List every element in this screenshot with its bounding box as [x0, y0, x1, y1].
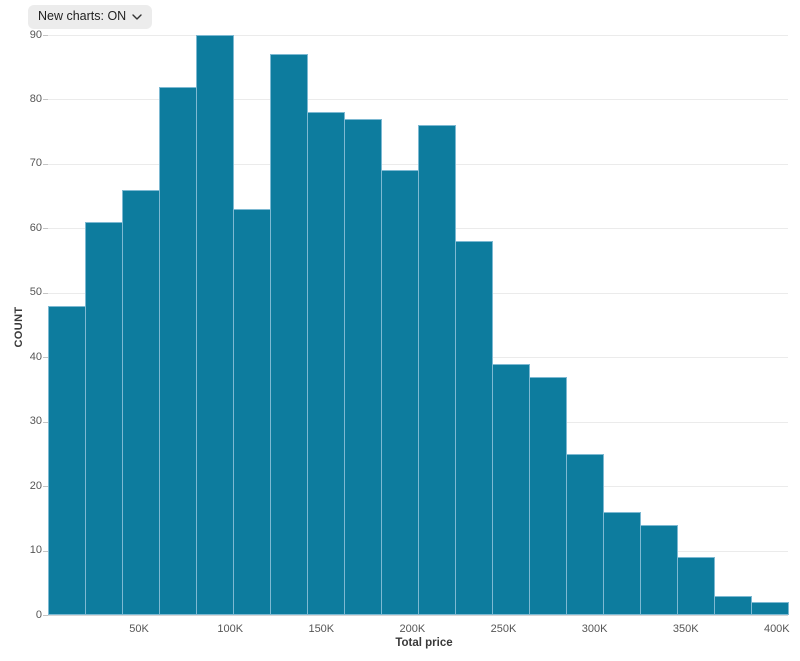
x-tick-label: 150K [308, 623, 335, 635]
new-charts-dropdown[interactable]: New charts: ON [28, 5, 153, 29]
histogram-bar-13[interactable] [492, 363, 530, 615]
y-tick-label: 80 [29, 92, 42, 105]
histogram-bar-2[interactable] [85, 221, 123, 615]
histogram-bar-10[interactable] [381, 170, 419, 615]
histogram-bar-1[interactable] [48, 305, 86, 615]
x-axis-baseline [48, 615, 788, 616]
histogram-bar-19[interactable] [714, 595, 752, 615]
y-tick-mark [43, 99, 48, 101]
y-tick-label: 60 [29, 221, 42, 234]
histogram-bar-6[interactable] [233, 209, 271, 615]
y-axis-title: COUNT [13, 306, 25, 348]
plot-area [48, 35, 789, 616]
histogram-bar-20[interactable] [751, 602, 789, 615]
gridline [48, 99, 788, 101]
gridline [48, 35, 788, 36]
x-tick-label: 50K [129, 623, 149, 635]
y-tick-label: 30 [29, 415, 42, 428]
histogram-bar-8[interactable] [307, 112, 345, 615]
x-axis-title: Total price [395, 637, 453, 649]
x-tick-label: 300K [581, 623, 608, 635]
histogram-bar-16[interactable] [603, 511, 641, 615]
histogram-bar-11[interactable] [418, 125, 456, 615]
chevron-down-icon [132, 14, 142, 20]
histogram-bar-3[interactable] [122, 189, 160, 615]
y-tick-mark [43, 615, 48, 616]
y-tick-label: 10 [29, 544, 42, 557]
histogram-bar-17[interactable] [640, 524, 678, 615]
histogram-bar-5[interactable] [196, 35, 234, 615]
y-tick-label: 70 [29, 157, 42, 170]
histogram-bar-14[interactable] [529, 376, 567, 615]
y-tick-mark [43, 292, 48, 294]
x-tick-label: 100K [217, 623, 244, 635]
y-tick-label: 0 [35, 608, 42, 621]
y-tick-label: 90 [29, 28, 42, 41]
y-tick-mark [43, 228, 48, 230]
y-tick-mark [43, 163, 48, 165]
histogram-bar-15[interactable] [566, 453, 604, 615]
histogram-bar-18[interactable] [677, 557, 715, 615]
y-tick-mark [43, 421, 48, 423]
y-tick-label: 20 [29, 479, 42, 492]
y-tick-label: 50 [29, 286, 42, 299]
histogram-bar-7[interactable] [270, 54, 308, 615]
x-tick-label: 400K [763, 623, 790, 635]
x-tick-label: 200K [399, 623, 426, 635]
x-tick-label: 250K [490, 623, 517, 635]
y-tick-mark [43, 35, 48, 36]
histogram-bar-9[interactable] [344, 118, 382, 615]
new-charts-dropdown-label: New charts: ON [38, 9, 127, 23]
x-tick-label: 350K [672, 623, 699, 635]
y-tick-mark [43, 486, 48, 488]
y-tick-label: 40 [29, 350, 42, 363]
histogram-bar-4[interactable] [159, 86, 197, 615]
y-tick-mark [43, 550, 48, 552]
y-tick-mark [43, 357, 48, 359]
histogram-bar-12[interactable] [455, 241, 493, 615]
